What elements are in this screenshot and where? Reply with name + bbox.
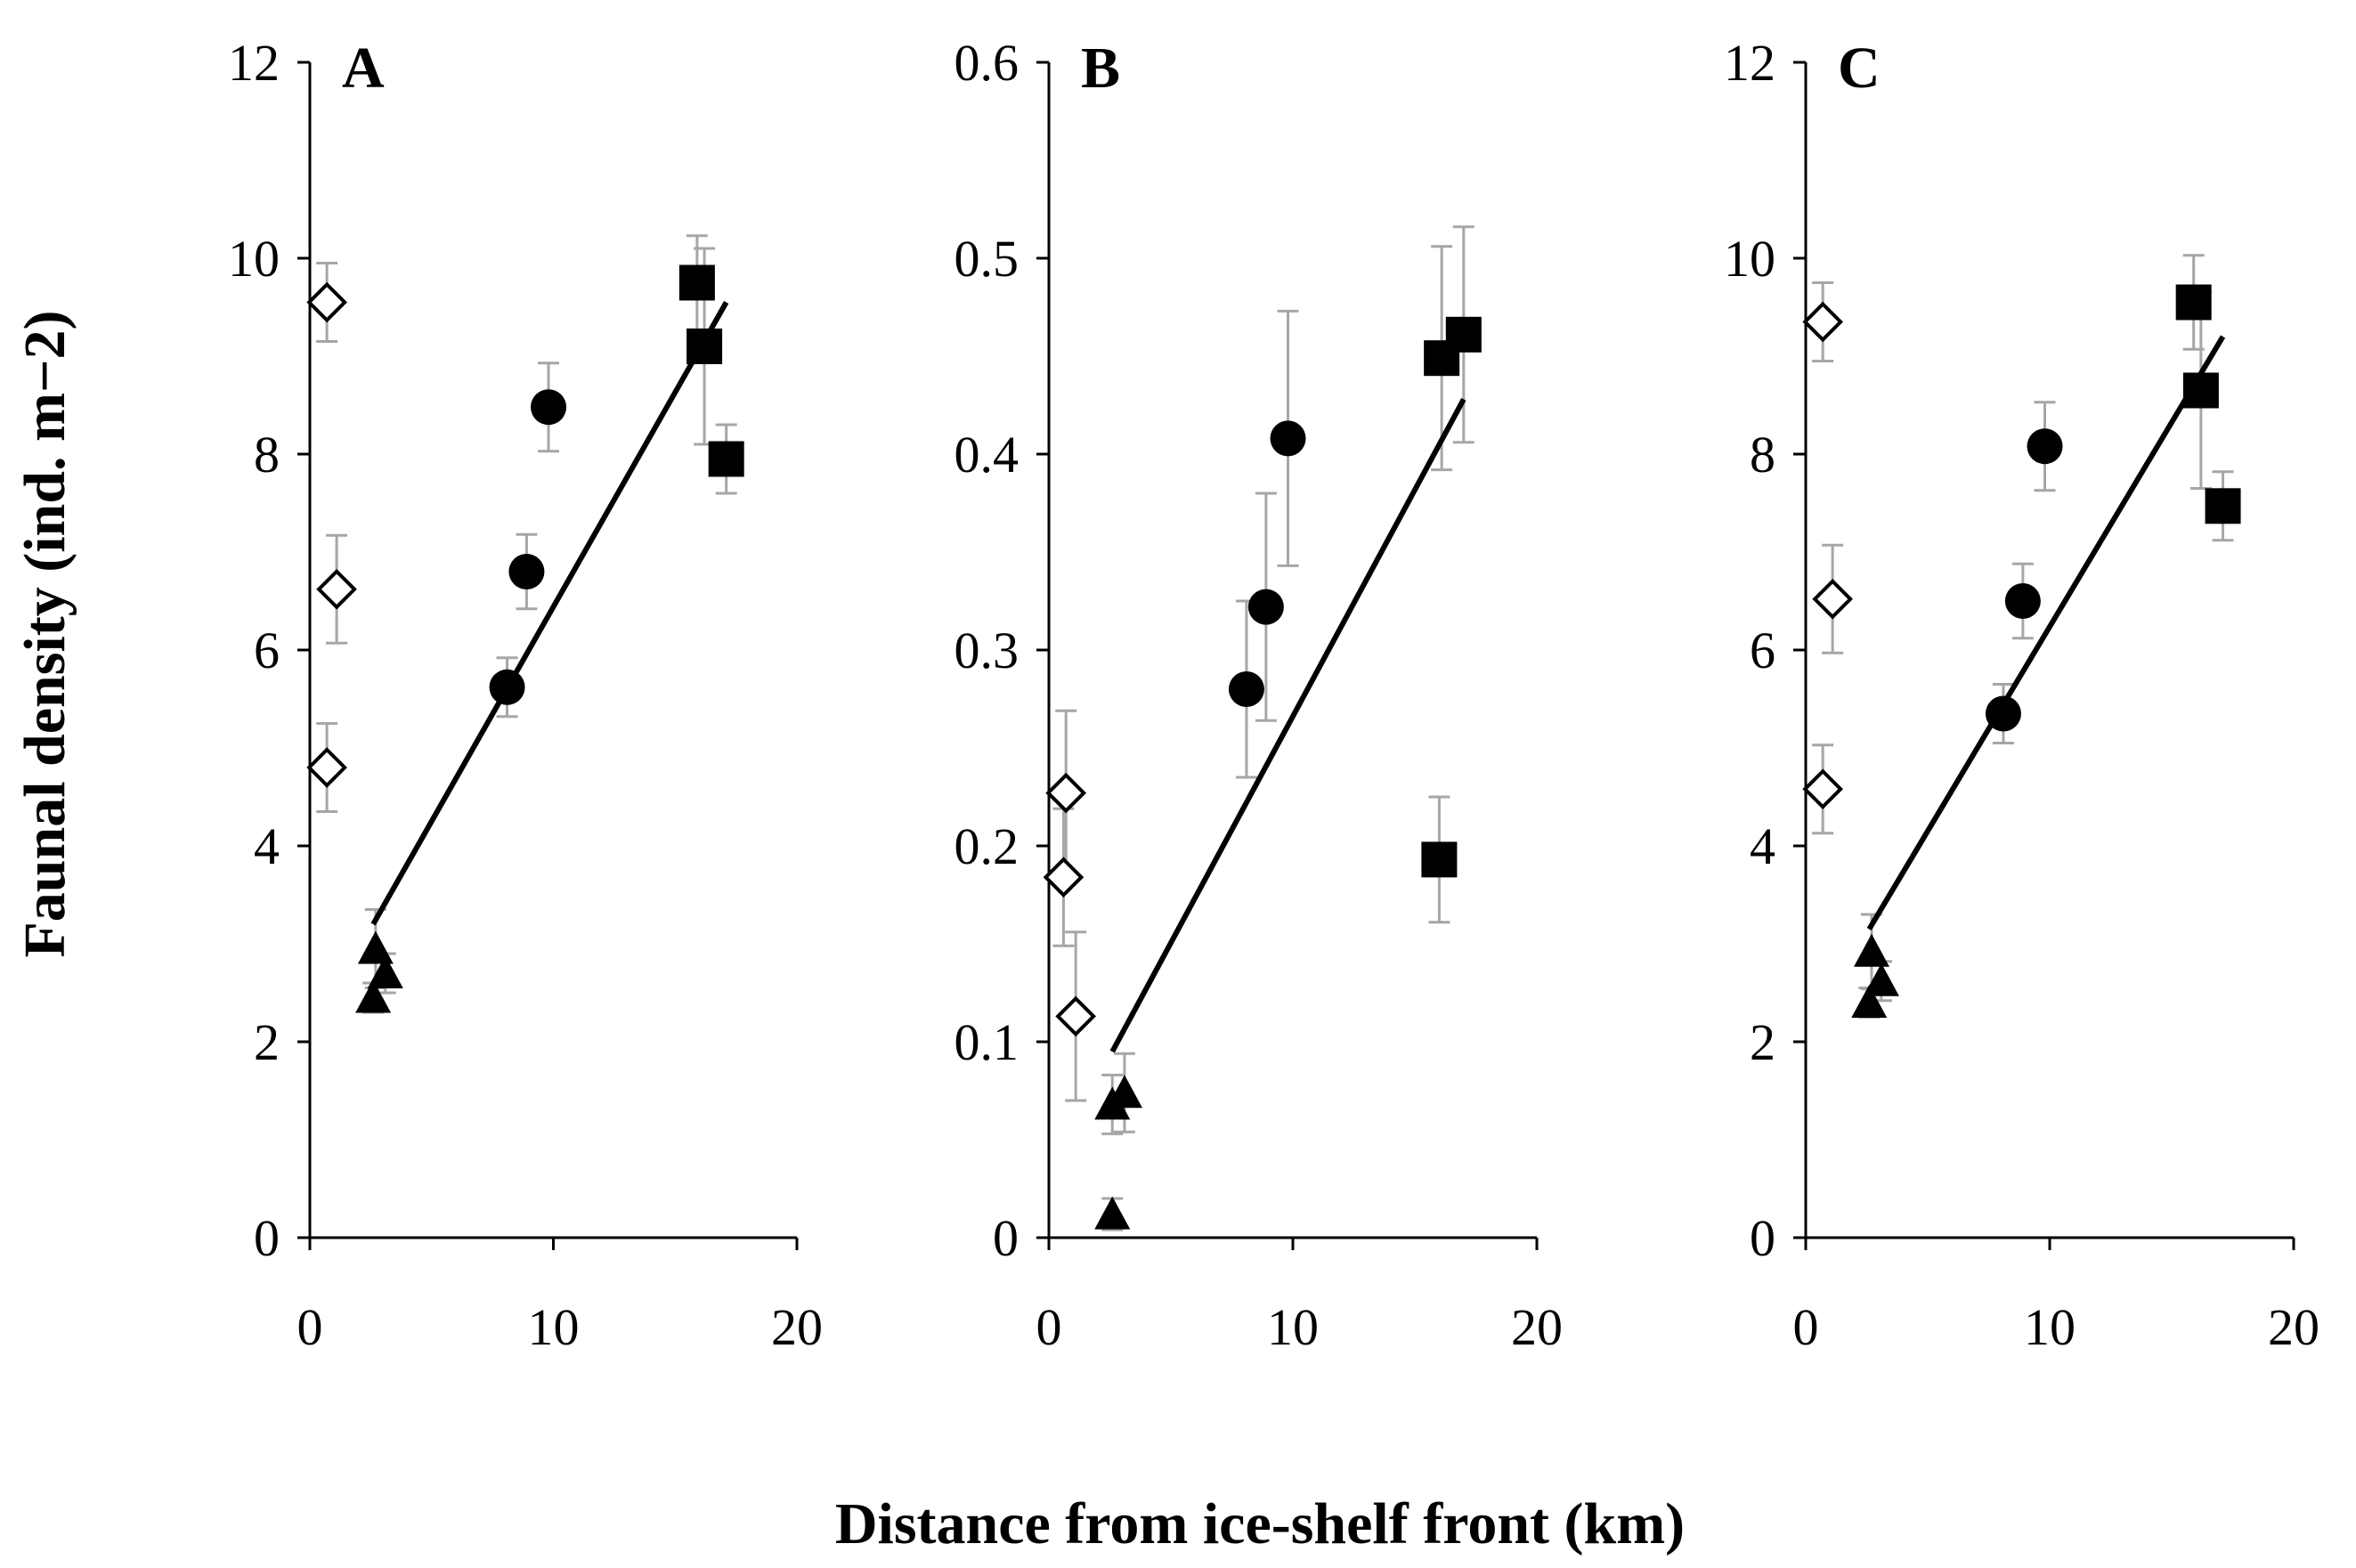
y-tick-label: 2 xyxy=(1750,1013,1775,1071)
square-marker xyxy=(1445,316,1482,353)
panel-letter: C xyxy=(1838,36,1881,101)
circle-marker xyxy=(1985,695,2021,732)
circle-marker xyxy=(508,554,545,589)
open-diamond-marker xyxy=(1045,772,1087,814)
y-tick-label: 8 xyxy=(254,426,280,483)
x-tick-label: 0 xyxy=(297,1298,323,1356)
y-axis-title: Faunal density (ind. m−2) xyxy=(12,310,77,957)
chart-panel-b: 0 0.1 0.2 0.3 0.4 0.5 0.6 0 10 20 B xyxy=(955,34,1564,1356)
circle-marker xyxy=(531,389,567,426)
x-tick-label: 10 xyxy=(2024,1298,2076,1356)
circle-marker xyxy=(1247,589,1284,625)
y-tick-label: 6 xyxy=(254,622,280,679)
open-diamond-marker xyxy=(1812,578,1853,620)
open-diamond-marker xyxy=(1043,857,1085,898)
triangle-marker xyxy=(367,955,403,988)
circle-marker xyxy=(2004,583,2041,619)
chart-panel-c: 0 2 4 6 8 10 12 0 10 20 C xyxy=(1724,34,2319,1356)
triangle-marker xyxy=(1094,1086,1131,1120)
y-tick-label: 10 xyxy=(228,230,280,288)
open-diamond-marker xyxy=(1055,995,1096,1037)
square-marker xyxy=(1421,841,1458,878)
circle-marker xyxy=(2027,428,2063,465)
y-tick-label: 0.4 xyxy=(955,426,1020,483)
y-tick-label: 0 xyxy=(993,1209,1019,1267)
trendline xyxy=(1109,397,1466,1053)
circle-marker xyxy=(1228,671,1264,707)
triangle-marker xyxy=(1853,933,1889,967)
y-tick-label: 0 xyxy=(1750,1209,1775,1267)
triangle-marker xyxy=(357,930,394,964)
y-tick-label: 10 xyxy=(1724,230,1775,288)
triangle-marker xyxy=(355,979,392,1013)
trendline xyxy=(1866,335,2226,931)
square-marker xyxy=(2182,372,2219,409)
x-tick-label: 20 xyxy=(771,1298,823,1356)
square-marker xyxy=(708,441,744,477)
square-marker xyxy=(2175,284,2212,321)
y-tick-label: 0 xyxy=(254,1209,280,1267)
circle-marker xyxy=(1270,420,1306,457)
x-tick-label: 0 xyxy=(1793,1298,1819,1356)
y-tick-label: 8 xyxy=(1750,426,1775,483)
triangle-marker xyxy=(1863,963,1899,996)
circle-marker xyxy=(489,669,525,705)
triangle-marker xyxy=(1851,985,1888,1018)
x-tick-label: 0 xyxy=(1036,1298,1062,1356)
y-tick-label: 0.2 xyxy=(955,817,1020,875)
y-tick-label: 6 xyxy=(1750,622,1775,679)
x-tick-label: 20 xyxy=(1511,1298,1563,1356)
triangle-marker xyxy=(1094,1196,1131,1230)
x-axis-title: Distance from ice-shelf front (km) xyxy=(835,1491,1685,1556)
y-tick-label: 4 xyxy=(254,817,280,875)
x-tick-label: 10 xyxy=(1267,1298,1319,1356)
y-tick-label: 0.1 xyxy=(955,1013,1020,1071)
y-tick-label: 12 xyxy=(1724,34,1775,92)
panel-letter: B xyxy=(1081,36,1120,101)
open-diamond-marker xyxy=(306,281,347,323)
y-tick-label: 0.3 xyxy=(955,622,1020,679)
square-marker xyxy=(686,329,723,364)
panel-letter: A xyxy=(342,36,385,101)
y-tick-label: 12 xyxy=(228,34,280,92)
y-tick-label: 0.5 xyxy=(955,230,1020,288)
open-diamond-marker xyxy=(1802,301,1844,343)
square-marker xyxy=(678,264,715,301)
open-diamond-marker xyxy=(316,568,357,610)
y-tick-label: 4 xyxy=(1750,817,1775,875)
square-marker xyxy=(2205,488,2241,524)
open-diamond-marker xyxy=(1802,768,1844,810)
trendline xyxy=(370,301,729,926)
y-tick-label: 2 xyxy=(254,1013,280,1071)
x-tick-label: 10 xyxy=(528,1298,580,1356)
y-tick-label: 0.6 xyxy=(955,34,1020,92)
chart-panel-a: 0 2 4 6 8 10 12 0 10 20 A xyxy=(228,34,823,1356)
x-tick-label: 20 xyxy=(2268,1298,2319,1356)
open-diamond-marker xyxy=(306,747,347,788)
